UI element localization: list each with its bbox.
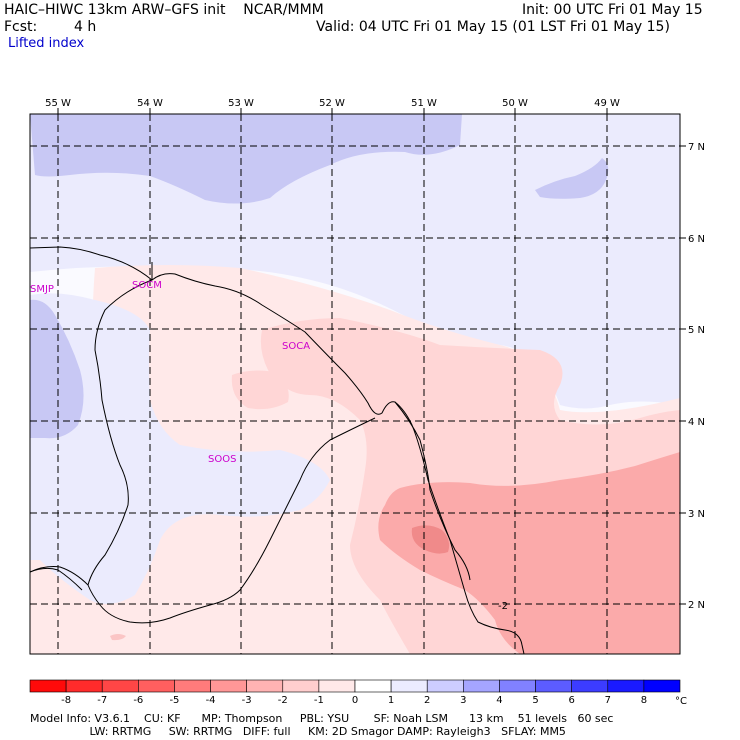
lon-label-54w: 54 W bbox=[137, 98, 163, 109]
lon-label-51w: 51 W bbox=[411, 98, 437, 109]
colorbar-swatch bbox=[390, 679, 428, 693]
contour-label: -2 bbox=[498, 601, 508, 612]
colorbar-tick-label: 8 bbox=[641, 695, 647, 706]
model-info-line1: Model Info: V3.6.1 CU: KF MP: Thompson P… bbox=[30, 712, 614, 725]
map-frame bbox=[29, 113, 681, 655]
colorbar-swatch bbox=[499, 679, 536, 693]
station-soca: SOCA bbox=[282, 341, 310, 352]
border-french-guiana-brazil bbox=[394, 401, 471, 581]
colorbar-swatch bbox=[426, 679, 464, 693]
colorbar-tick-label: -5 bbox=[169, 695, 179, 706]
lat-ticks bbox=[680, 145, 686, 605]
init-time: Init: 00 UTC Fri 01 May 15 bbox=[522, 2, 703, 18]
colorbar-tick-label: 4 bbox=[496, 695, 502, 706]
lon-label-50w: 50 W bbox=[502, 98, 528, 109]
lon-ticks bbox=[57, 108, 608, 114]
positive-li-blob-ne bbox=[535, 158, 609, 199]
lon-label-49w: 49 W bbox=[594, 98, 620, 109]
lat-label-6n: 6 N bbox=[688, 234, 705, 245]
colorbar-swatch bbox=[463, 679, 500, 693]
station-soos: SOOS bbox=[208, 454, 236, 465]
negative-li-peak bbox=[411, 525, 450, 554]
coastlines-borders bbox=[30, 246, 525, 654]
lat-label-2n: 2 N bbox=[688, 600, 705, 611]
colorbar-swatch bbox=[210, 679, 247, 693]
lon-label-53w: 53 W bbox=[228, 98, 254, 109]
field-name: Lifted index bbox=[8, 36, 85, 51]
colorbar-tick-label: -4 bbox=[206, 695, 216, 706]
colorbar-tick-label: 3 bbox=[460, 695, 466, 706]
lat-label-4n: 4 N bbox=[688, 417, 705, 428]
colorbar-tick-label: -3 bbox=[242, 695, 252, 706]
colorbar-tick-label: 2 bbox=[424, 695, 430, 706]
colorbar-tick-label: 1 bbox=[388, 695, 394, 706]
colorbar-swatch bbox=[282, 679, 320, 693]
positive-li-region-west bbox=[30, 293, 330, 604]
positive-li-region-strong-west bbox=[30, 299, 84, 439]
shaded-field bbox=[30, 114, 680, 654]
lat-label-7n: 7 N bbox=[688, 142, 705, 153]
colorbar-swatch bbox=[318, 679, 356, 693]
colorbar-swatch bbox=[354, 679, 392, 693]
colorbar-swatch bbox=[138, 679, 175, 693]
coastline-sw-branch bbox=[30, 567, 83, 591]
colorbar-tick-label: 0 bbox=[352, 695, 358, 706]
valid-time: Valid: 04 UTC Fri 01 May 15 (01 LST Fri … bbox=[316, 19, 670, 35]
forecast-label: Fcst: bbox=[4, 19, 38, 35]
colorbar-swatch bbox=[535, 679, 572, 693]
colorbar-tick-label: -7 bbox=[97, 695, 107, 706]
colorbar-swatch bbox=[101, 679, 139, 693]
colorbar-swatch bbox=[246, 679, 284, 693]
colorbar-swatch bbox=[607, 679, 645, 693]
plot-title: HAIC–HIWC 13km ARW–GFS init NCAR/MMM bbox=[4, 2, 324, 18]
colorbar-tick-label: -1 bbox=[314, 695, 324, 706]
colorbar-tick-label: -8 bbox=[61, 695, 71, 706]
colorbar-swatch bbox=[174, 679, 211, 693]
colorbar: -8 -7 -6 -5 -4 -3 -2 -1 0 1 2 3 4 5 6 7 8 bbox=[29, 679, 681, 706]
colorbar-tick-label: 6 bbox=[568, 695, 574, 706]
station-socm: SOCM bbox=[132, 280, 162, 291]
negative-li-patch-west bbox=[231, 370, 289, 410]
colorbar-swatch bbox=[29, 679, 67, 693]
negative-li-blob-sw bbox=[110, 634, 126, 641]
model-info-line2: LW: RRTMG SW: RRTMG DIFF: full KM: 2D Sm… bbox=[30, 725, 566, 738]
colorbar-swatch bbox=[571, 679, 609, 693]
coastline bbox=[30, 246, 525, 654]
colorbar-tick-label: 7 bbox=[605, 695, 611, 706]
lon-label-55w: 55 W bbox=[45, 98, 71, 109]
lon-label-52w: 52 W bbox=[319, 98, 345, 109]
border-guyana-suriname bbox=[87, 262, 153, 586]
lat-lon-grid bbox=[30, 114, 680, 654]
station-smjp: SMJP bbox=[30, 284, 54, 295]
colorbar-unit: °C bbox=[675, 696, 687, 707]
lat-label-3n: 3 N bbox=[688, 509, 705, 520]
colorbar-tick-label: -6 bbox=[133, 695, 143, 706]
colorbar-tick-label: -2 bbox=[278, 695, 288, 706]
colorbar-swatch bbox=[643, 679, 681, 693]
positive-li-region-strong-north bbox=[30, 114, 462, 204]
border-suriname-french-guiana bbox=[30, 417, 376, 624]
colorbar-tick-label: 5 bbox=[532, 695, 538, 706]
colorbar-swatch bbox=[65, 679, 103, 693]
forecast-hour: 4 h bbox=[74, 19, 97, 35]
lat-label-5n: 5 N bbox=[688, 325, 705, 336]
